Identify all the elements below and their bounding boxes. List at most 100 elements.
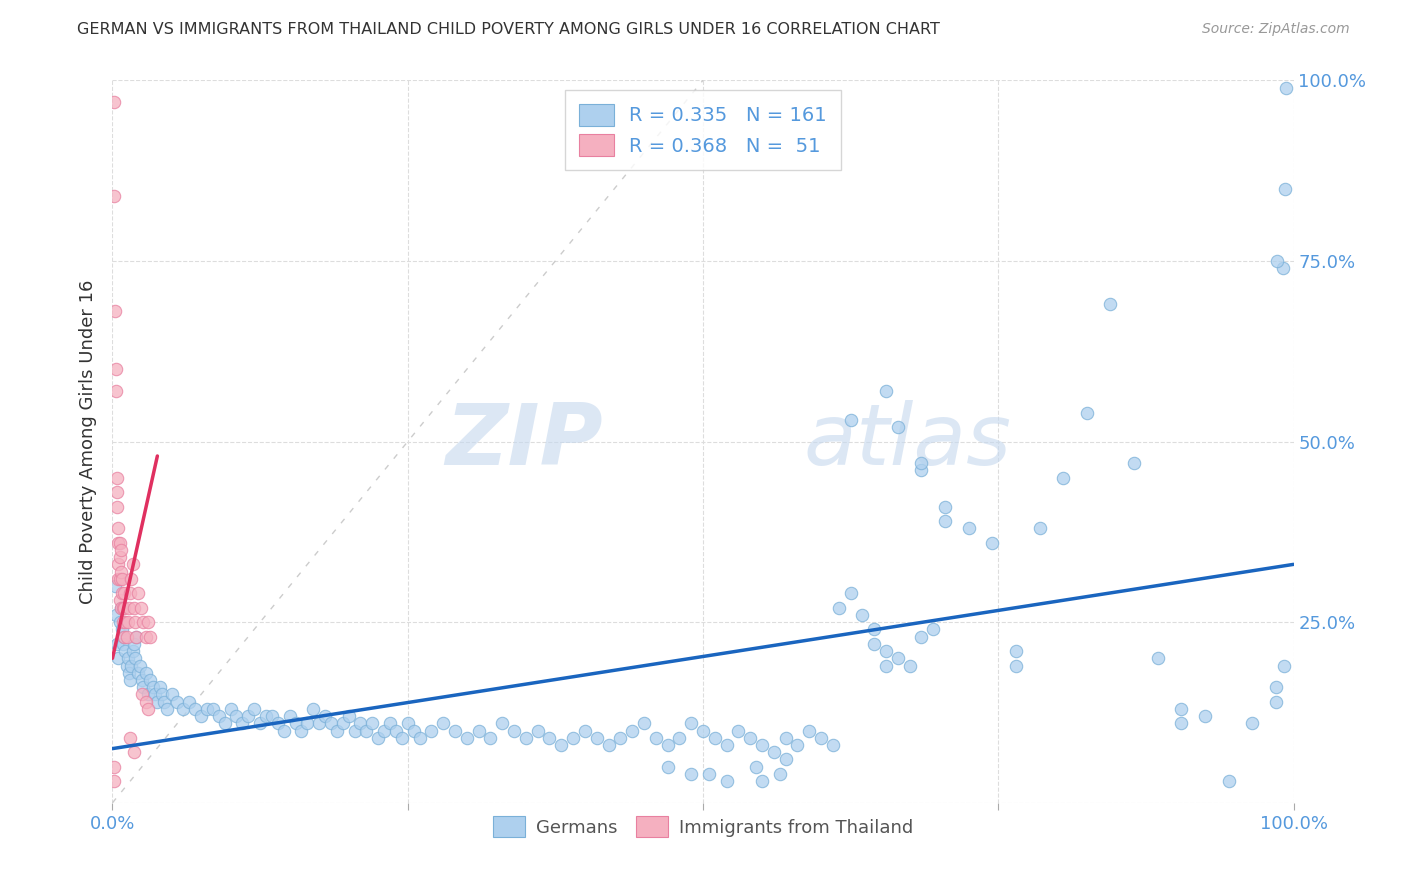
Point [115, 630, 138, 644]
Point [839, 586, 862, 600]
Point [184, 702, 207, 716]
Point [150, 687, 173, 701]
Point [238, 709, 260, 723]
Point [105, 637, 128, 651]
Point [108, 550, 131, 565]
Point [139, 630, 162, 644]
Point [1271, 261, 1294, 276]
Point [146, 695, 169, 709]
Point [190, 709, 212, 723]
Point [828, 600, 851, 615]
Point [284, 716, 307, 731]
Point [799, 723, 821, 738]
Point [444, 723, 467, 738]
Point [361, 716, 384, 731]
Point [887, 420, 910, 434]
Point [111, 572, 134, 586]
Point [143, 687, 166, 701]
Point [343, 723, 366, 738]
Point [562, 731, 585, 745]
Point [319, 716, 342, 731]
Point [391, 731, 413, 745]
Point [117, 651, 139, 665]
Point [668, 731, 690, 745]
Point [821, 738, 844, 752]
Point [107, 558, 129, 572]
Point [103, 760, 125, 774]
Point [111, 623, 134, 637]
Point [314, 709, 336, 723]
Point [810, 731, 832, 745]
Text: Source: ZipAtlas.com: Source: ZipAtlas.com [1202, 22, 1350, 37]
Point [120, 572, 142, 586]
Point [1275, 80, 1298, 95]
Point [105, 362, 128, 376]
Point [117, 615, 139, 630]
Point [105, 485, 128, 500]
Point [136, 615, 159, 630]
Point [373, 723, 395, 738]
Point [105, 500, 128, 514]
Point [105, 607, 128, 622]
Point [745, 760, 768, 774]
Text: ZIP: ZIP [444, 400, 603, 483]
Text: GERMAN VS IMMIGRANTS FROM THAILAND CHILD POVERTY AMONG GIRLS UNDER 16 CORRELATIO: GERMAN VS IMMIGRANTS FROM THAILAND CHILD… [77, 22, 941, 37]
Point [751, 774, 773, 789]
Point [110, 600, 132, 615]
Point [863, 623, 886, 637]
Point [179, 695, 201, 709]
Point [1052, 470, 1074, 484]
Point [107, 521, 129, 535]
Point [786, 738, 808, 752]
Point [1274, 182, 1296, 196]
Point [420, 723, 443, 738]
Point [367, 731, 389, 745]
Point [633, 716, 655, 731]
Point [135, 665, 157, 680]
Point [875, 644, 897, 658]
Point [127, 586, 149, 600]
Point [120, 658, 142, 673]
Point [727, 723, 749, 738]
Point [120, 586, 142, 600]
Point [740, 731, 762, 745]
Point [467, 723, 489, 738]
Point [716, 774, 738, 789]
Point [124, 615, 146, 630]
Point [156, 702, 179, 716]
Point [201, 702, 224, 716]
Text: atlas: atlas [803, 400, 1011, 483]
Point [378, 716, 401, 731]
Point [110, 565, 132, 579]
Point [681, 767, 703, 781]
Point [104, 579, 127, 593]
Point [128, 658, 150, 673]
Point [118, 665, 141, 680]
Point [112, 600, 135, 615]
Point [657, 738, 679, 752]
Point [1241, 716, 1264, 731]
Point [898, 658, 921, 673]
Point [290, 723, 312, 738]
Point [1265, 253, 1288, 268]
Point [104, 304, 127, 318]
Point [112, 600, 135, 615]
Point [297, 716, 319, 731]
Point [432, 716, 454, 731]
Point [149, 680, 172, 694]
Point [118, 600, 141, 615]
Point [112, 630, 135, 644]
Point [115, 658, 138, 673]
Point [503, 723, 526, 738]
Point [114, 644, 136, 658]
Point [114, 615, 136, 630]
Point [278, 709, 301, 723]
Point [1218, 774, 1240, 789]
Point [208, 709, 231, 723]
Point [910, 456, 932, 470]
Point [934, 500, 956, 514]
Point [112, 637, 135, 651]
Point [249, 716, 271, 731]
Point [135, 630, 157, 644]
Point [122, 745, 145, 759]
